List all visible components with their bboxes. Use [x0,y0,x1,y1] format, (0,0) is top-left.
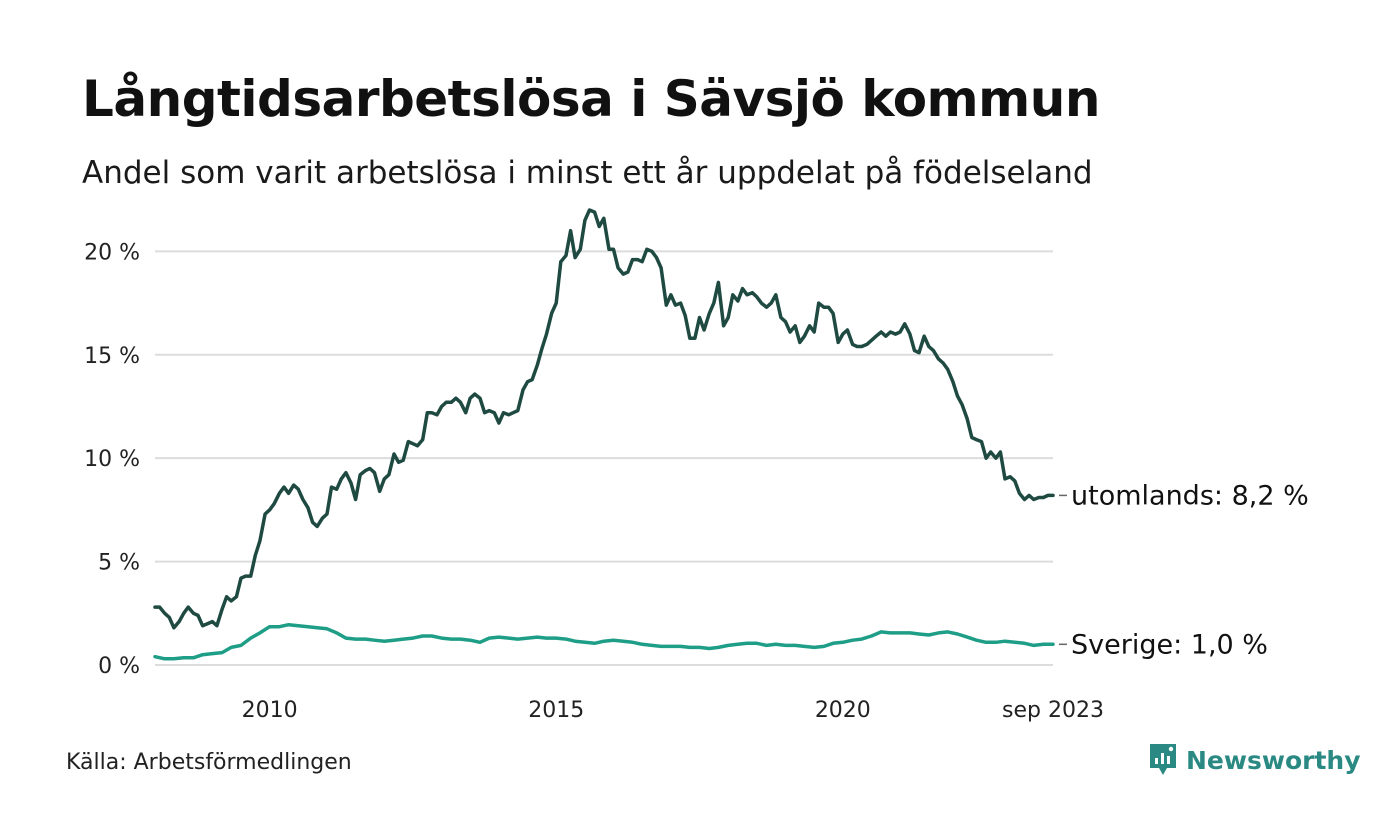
source-note: Källa: Arbetsförmedlingen [66,750,352,775]
x-tick-label: 2015 [528,698,584,723]
newsworthy-logo: Newsworthy [1148,742,1361,778]
series-end-labels: utomlands: 8,2 % Sverige: 1,0 % [1059,480,1309,660]
chart-title: Långtidsarbetslösa i Sävsjö kommun [82,70,1100,128]
chart-subtitle: Andel som varit arbetslösa i minst ett å… [82,155,1093,191]
y-tick-label: 15 % [84,344,140,369]
y-tick-label: 20 % [84,240,140,265]
x-tick-label: sep 2023 [1002,698,1104,723]
end-label-utomlands: utomlands: 8,2 % [1071,480,1309,511]
x-axis-ticks: 2010 2015 2020 sep 2023 [242,698,1104,723]
y-tick-label: 0 % [98,654,140,679]
x-tick-label: 2010 [242,698,298,723]
newsworthy-logo-text: Newsworthy [1186,745,1361,775]
series-line-sverige [153,622,1055,661]
series-line-utomlands [153,208,1055,630]
y-tick-label: 5 % [98,551,140,576]
end-label-sverige: Sverige: 1,0 % [1071,629,1268,660]
newsworthy-logo-icon [1150,744,1176,775]
y-tick-label: 10 % [84,447,140,472]
series-lines [153,208,1055,661]
x-tick-label: 2020 [815,698,871,723]
grid-lines [155,250,1053,666]
y-axis-ticks: 0 % 5 % 10 % 15 % 20 % [84,240,140,679]
